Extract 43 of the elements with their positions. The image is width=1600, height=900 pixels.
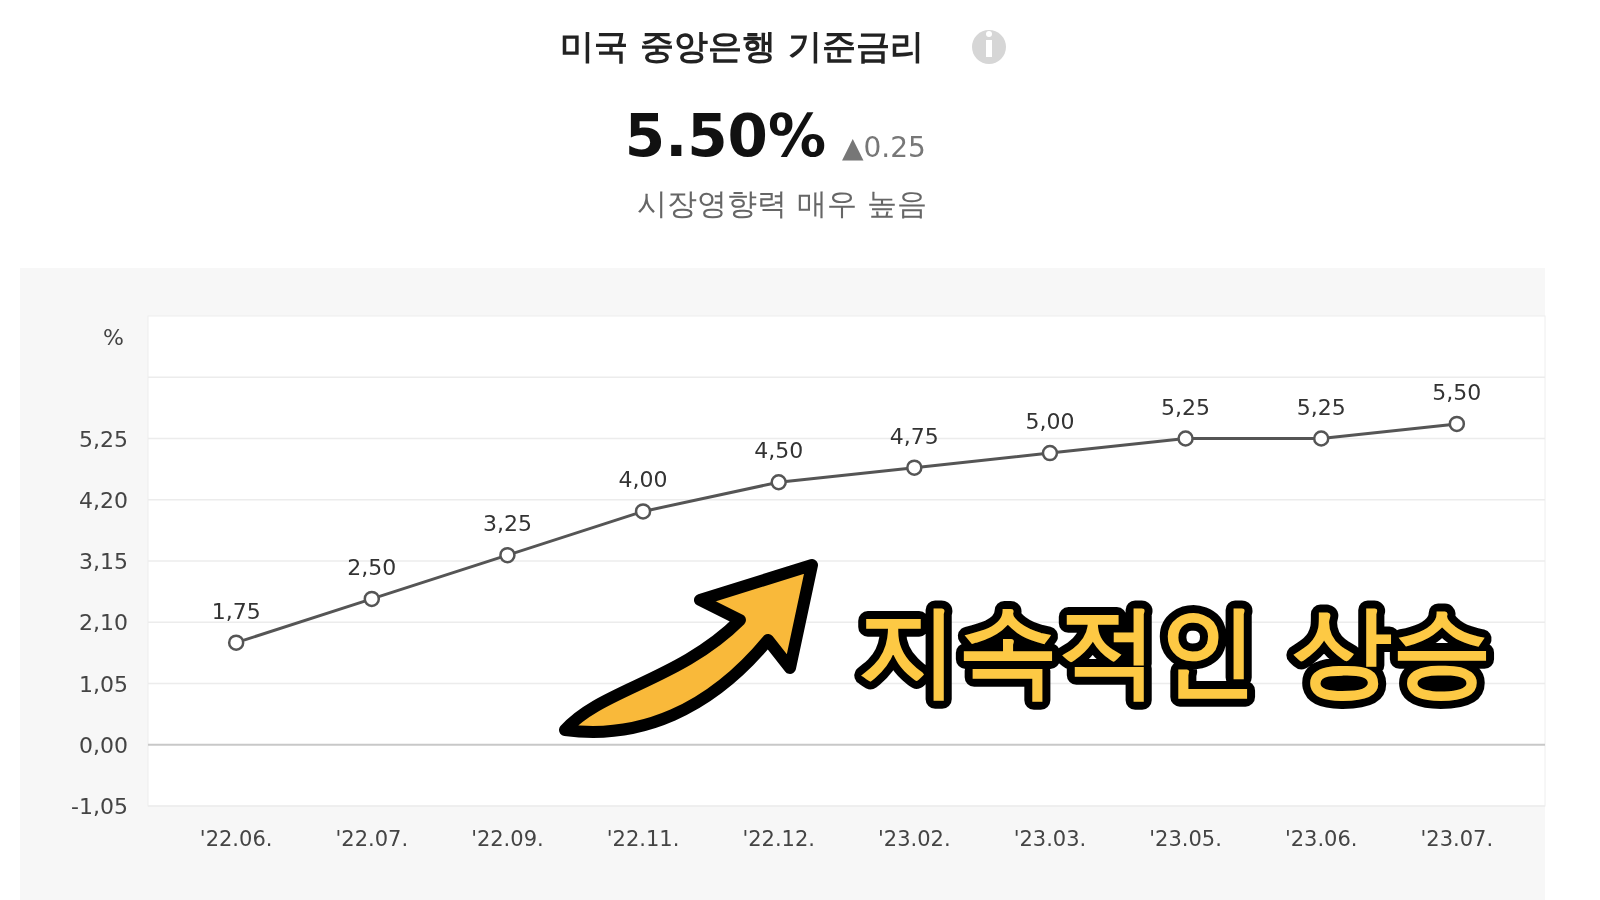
y-tick-label: 5,25	[79, 426, 128, 452]
x-tick-label: '22.09.	[471, 827, 544, 851]
data-label: 5,00	[1025, 409, 1075, 435]
text: 시장영향력 매우 높음	[637, 186, 927, 221]
y-tick-label: -1,05	[71, 794, 128, 819]
x-tick-label: '22.11.	[606, 827, 680, 851]
y-tick-label: 1,05	[79, 671, 128, 697]
y-tick-label: 0,00	[79, 732, 128, 758]
point	[499, 546, 516, 564]
y-axis-title: %	[103, 325, 124, 350]
point	[227, 634, 245, 651]
data-label: 4,00	[618, 467, 668, 493]
x-tick-label: '23.02.	[878, 827, 951, 851]
annotation: 지속적인 상승	[857, 592, 1493, 709]
x-tick-label: '22.07.	[335, 827, 409, 851]
point	[906, 459, 923, 476]
point	[1041, 444, 1059, 462]
data-label: 4,75	[889, 423, 939, 449]
x-tick-label: '23.05.	[1149, 827, 1222, 851]
data-label: 5,25	[1296, 394, 1346, 420]
text: 5.50%	[624, 102, 826, 170]
x-tick-label: '23.07.	[1420, 827, 1494, 851]
x-tick-label: '23.06.	[1284, 827, 1358, 851]
data-label: 2,50	[347, 554, 397, 580]
y-tick-label: 3,15	[79, 549, 128, 574]
x-tick-label: '22.12.	[742, 827, 815, 851]
point	[1177, 430, 1194, 447]
data-label: 5,50	[1432, 379, 1482, 405]
point	[1312, 430, 1330, 447]
x-tick-label: '22.06.	[199, 827, 273, 851]
chart-title: 미국 중앙은행 기준금리	[560, 26, 924, 66]
data-label: 4,50	[754, 438, 804, 464]
y-tick-label: 2,10	[79, 610, 128, 636]
point	[1448, 415, 1466, 433]
text: ▲0.25	[842, 131, 926, 164]
data-label: 1,75	[211, 598, 261, 624]
y-tick-label: 4,20	[79, 487, 128, 513]
point	[770, 474, 787, 491]
point	[634, 503, 652, 520]
data-label: 3,25	[482, 511, 532, 537]
x-tick-label: '23.03.	[1013, 827, 1087, 851]
data-label: 5,25	[1161, 394, 1211, 420]
point	[363, 590, 381, 608]
